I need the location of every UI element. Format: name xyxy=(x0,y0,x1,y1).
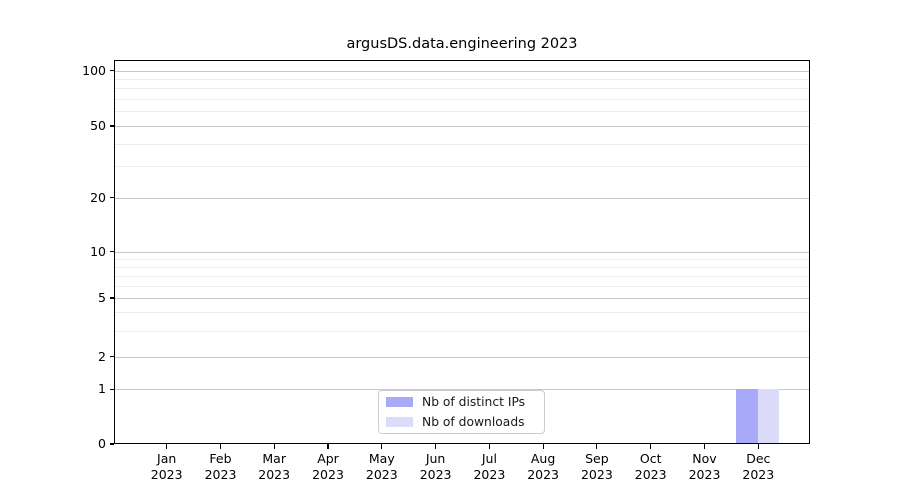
y-tick-label: 20 xyxy=(90,189,106,205)
y-tick xyxy=(109,197,114,199)
x-tick xyxy=(273,444,275,449)
x-tick-label: Aug 2023 xyxy=(527,451,559,482)
bar-nb-of-downloads xyxy=(758,389,780,444)
y-gridline-minor xyxy=(114,143,810,145)
y-tick xyxy=(109,297,114,299)
y-tick xyxy=(109,69,114,72)
legend-label-distinct-ips: Nb of distinct IPs xyxy=(422,395,526,409)
x-tick-label: Feb 2023 xyxy=(204,451,237,482)
y-gridline-major xyxy=(114,251,810,253)
y-gridline-minor xyxy=(114,258,810,260)
x-tick-label: May 2023 xyxy=(365,451,398,482)
bottom-spine xyxy=(114,442,810,444)
x-tick xyxy=(596,444,598,449)
x-tick-label: Mar 2023 xyxy=(258,451,291,482)
y-gridline-minor xyxy=(114,285,810,287)
x-tick xyxy=(381,444,383,449)
y-gridline-minor xyxy=(114,78,810,80)
y-tick-label: 100 xyxy=(82,62,106,78)
y-tick-label: 0 xyxy=(98,436,106,451)
y-gridline-minor xyxy=(114,88,810,90)
x-tick xyxy=(435,444,437,449)
y-gridline-minor xyxy=(114,99,810,101)
chart-title: argusDS.data.engineering 2023 xyxy=(346,36,578,52)
y-gridline-major xyxy=(114,197,810,199)
y-tick-label: 2 xyxy=(98,348,106,364)
x-tick-label: Apr 2023 xyxy=(312,451,344,482)
y-gridline-minor xyxy=(114,166,810,167)
y-gridline-minor xyxy=(114,330,810,332)
bar-nb-of-distinct-ips xyxy=(736,389,759,444)
y-gridline-major xyxy=(114,356,810,358)
x-tick-label: Oct 2023 xyxy=(634,451,667,482)
y-tick xyxy=(109,125,114,127)
y-tick xyxy=(109,388,114,390)
x-tick xyxy=(757,444,759,449)
plot-area xyxy=(114,60,810,444)
y-gridline-major xyxy=(114,389,810,391)
legend-item-downloads: Nb of downloads xyxy=(379,414,544,431)
y-tick-label: 5 xyxy=(98,290,106,305)
x-tick xyxy=(488,444,490,449)
y-gridline-minor xyxy=(114,275,810,277)
legend-swatch-distinct-ips xyxy=(386,397,413,407)
left-spine xyxy=(114,60,116,444)
x-tick xyxy=(219,444,222,449)
y-tick xyxy=(109,443,114,445)
x-tick-label: Jul 2023 xyxy=(473,451,506,482)
y-tick-label: 10 xyxy=(90,243,106,259)
x-tick-label: Nov 2023 xyxy=(688,451,721,482)
y-gridline-major xyxy=(114,126,810,127)
legend-label-downloads: Nb of downloads xyxy=(422,415,525,429)
x-tick xyxy=(327,444,329,449)
y-tick-label: 50 xyxy=(90,118,106,133)
x-tick xyxy=(703,444,706,449)
y-tick-label: 1 xyxy=(98,381,106,397)
x-tick xyxy=(542,444,544,449)
y-gridline-minor xyxy=(114,111,810,113)
right-spine xyxy=(808,60,810,444)
chart-legend: Nb of distinct IPs Nb of downloads xyxy=(378,390,545,434)
x-tick-label: Dec 2023 xyxy=(742,451,775,482)
y-gridline-minor xyxy=(114,312,810,314)
x-tick xyxy=(166,444,168,449)
x-tick-label: Sep 2023 xyxy=(580,451,613,482)
x-tick-label: Jan 2023 xyxy=(150,451,183,482)
legend-swatch-downloads xyxy=(386,417,413,427)
x-tick-label: Jun 2023 xyxy=(419,451,452,482)
y-gridline-minor xyxy=(114,266,810,268)
y-gridline-major xyxy=(114,70,810,72)
x-tick xyxy=(650,444,652,449)
y-tick xyxy=(109,356,114,358)
y-tick xyxy=(109,251,114,253)
legend-item-distinct-ips: Nb of distinct IPs xyxy=(379,394,544,411)
top-spine xyxy=(114,60,810,62)
y-gridline-major xyxy=(114,298,810,299)
